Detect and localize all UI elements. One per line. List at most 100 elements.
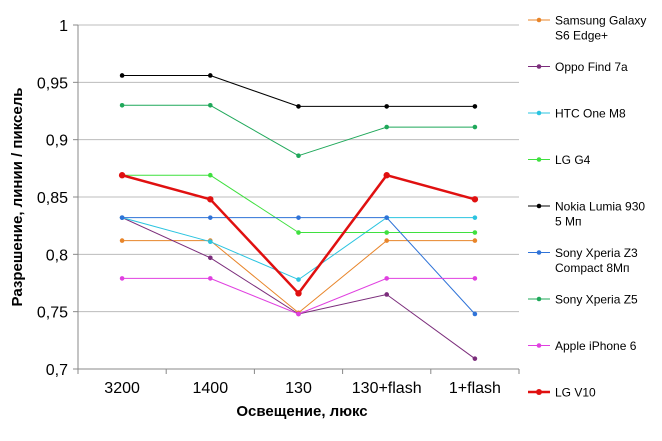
x-tick-label: 1+flash [449, 380, 501, 397]
legend-label: LG G4 [555, 153, 591, 167]
legend-entry: Sony Xperia Z5 [528, 293, 638, 307]
data-point [384, 104, 390, 109]
legend-marker [536, 157, 542, 162]
y-tick-label: 0,75 [37, 305, 68, 322]
series-6 [119, 102, 478, 159]
data-point [472, 311, 478, 317]
legend-entry: Apple iPhone 6 [528, 339, 637, 353]
data-point [472, 104, 478, 109]
legend-label: Sony Xperia Z5 [555, 293, 638, 307]
series-0 [119, 238, 478, 316]
legend-label: Nokia Lumia 930 [555, 200, 645, 214]
legend-label: 5 Мп [555, 215, 582, 229]
series-2 [119, 215, 478, 282]
data-point [119, 102, 125, 108]
legend-label: Apple iPhone 6 [555, 339, 637, 353]
legend-marker [536, 17, 542, 23]
data-point [384, 215, 390, 220]
y-tick-label: 0,7 [46, 362, 68, 379]
legend-label: Sony Xperia Z3 [555, 246, 638, 260]
legend-label: S6 Edge+ [555, 29, 608, 43]
data-point [296, 153, 301, 159]
data-point [208, 73, 213, 78]
legend-entry: Oppo Find 7a [528, 60, 628, 74]
x-tick-label: 3200 [104, 380, 140, 397]
axes [73, 24, 520, 374]
data-point [119, 238, 125, 243]
data-point [472, 230, 478, 235]
data-point [208, 276, 213, 281]
data-point [296, 104, 301, 109]
legend-label: Samsung Galaxy [555, 14, 646, 28]
data-point [472, 238, 478, 243]
legend-label: Compact 8Мп [555, 261, 630, 275]
data-point [384, 238, 390, 243]
legend-marker [536, 203, 542, 209]
data-point [208, 102, 213, 108]
legend-marker [536, 343, 542, 348]
data-point [296, 311, 301, 317]
series-line [121, 217, 475, 281]
data-point [384, 276, 390, 281]
x-tick-label: 1400 [193, 380, 229, 397]
data-point [207, 196, 214, 203]
series-4 [119, 73, 478, 109]
x-tick-label: 130 [285, 380, 312, 397]
x-axis-title: Освещение, люкс [236, 403, 367, 420]
series-line [122, 75, 475, 107]
y-tick-label: 0,9 [46, 133, 68, 150]
y-tick-label: 1 [59, 18, 68, 35]
data-point [384, 292, 390, 297]
series-line [122, 104, 475, 157]
series-line [121, 217, 476, 360]
data-point [208, 172, 213, 178]
legend-marker [536, 250, 542, 255]
data-point [296, 215, 301, 220]
data-point [472, 124, 478, 130]
data-point [296, 230, 301, 235]
series-5 [119, 215, 478, 317]
data-point [472, 356, 478, 361]
data-point [119, 276, 125, 281]
legend-label: HTC One M8 [555, 107, 626, 121]
y-axis-title: Разрешение, линии / пиксель [9, 88, 26, 307]
legend-entry: LG G4 [528, 153, 591, 167]
y-tick-label: 0,95 [37, 75, 68, 92]
data-point [118, 172, 126, 179]
data-point [384, 230, 390, 235]
data-point [208, 255, 213, 261]
series-line [122, 240, 475, 314]
legend-entry: HTC One M8 [528, 107, 626, 121]
legend-label: Oppo Find 7a [555, 60, 628, 74]
y-tick-label: 0,8 [46, 247, 68, 264]
legend-entry: LG V10 [528, 386, 596, 400]
data-point [295, 290, 302, 297]
data-point [208, 239, 213, 245]
legend-marker [536, 296, 542, 302]
y-tick-label: 0,85 [37, 190, 68, 207]
series-1 [119, 215, 478, 361]
series-lines [118, 73, 479, 361]
data-point [296, 277, 301, 282]
tick-labels: 0,7 0,75 0,8 0,85 0,9 0,95 1 3200 1400 130 130+fla… [37, 18, 501, 397]
gridlines [78, 24, 519, 313]
series-8 [118, 172, 479, 297]
data-point [119, 215, 125, 220]
data-point [384, 124, 390, 130]
x-tick-label: 130+flash [352, 380, 422, 397]
legend-label: LG V10 [555, 386, 596, 400]
legend-marker [536, 389, 542, 395]
data-point [119, 73, 125, 78]
series-3 [119, 172, 478, 235]
series-7 [119, 276, 478, 317]
legend-marker [536, 110, 542, 116]
data-point [383, 172, 390, 179]
data-point [472, 276, 478, 281]
data-point [208, 215, 213, 220]
